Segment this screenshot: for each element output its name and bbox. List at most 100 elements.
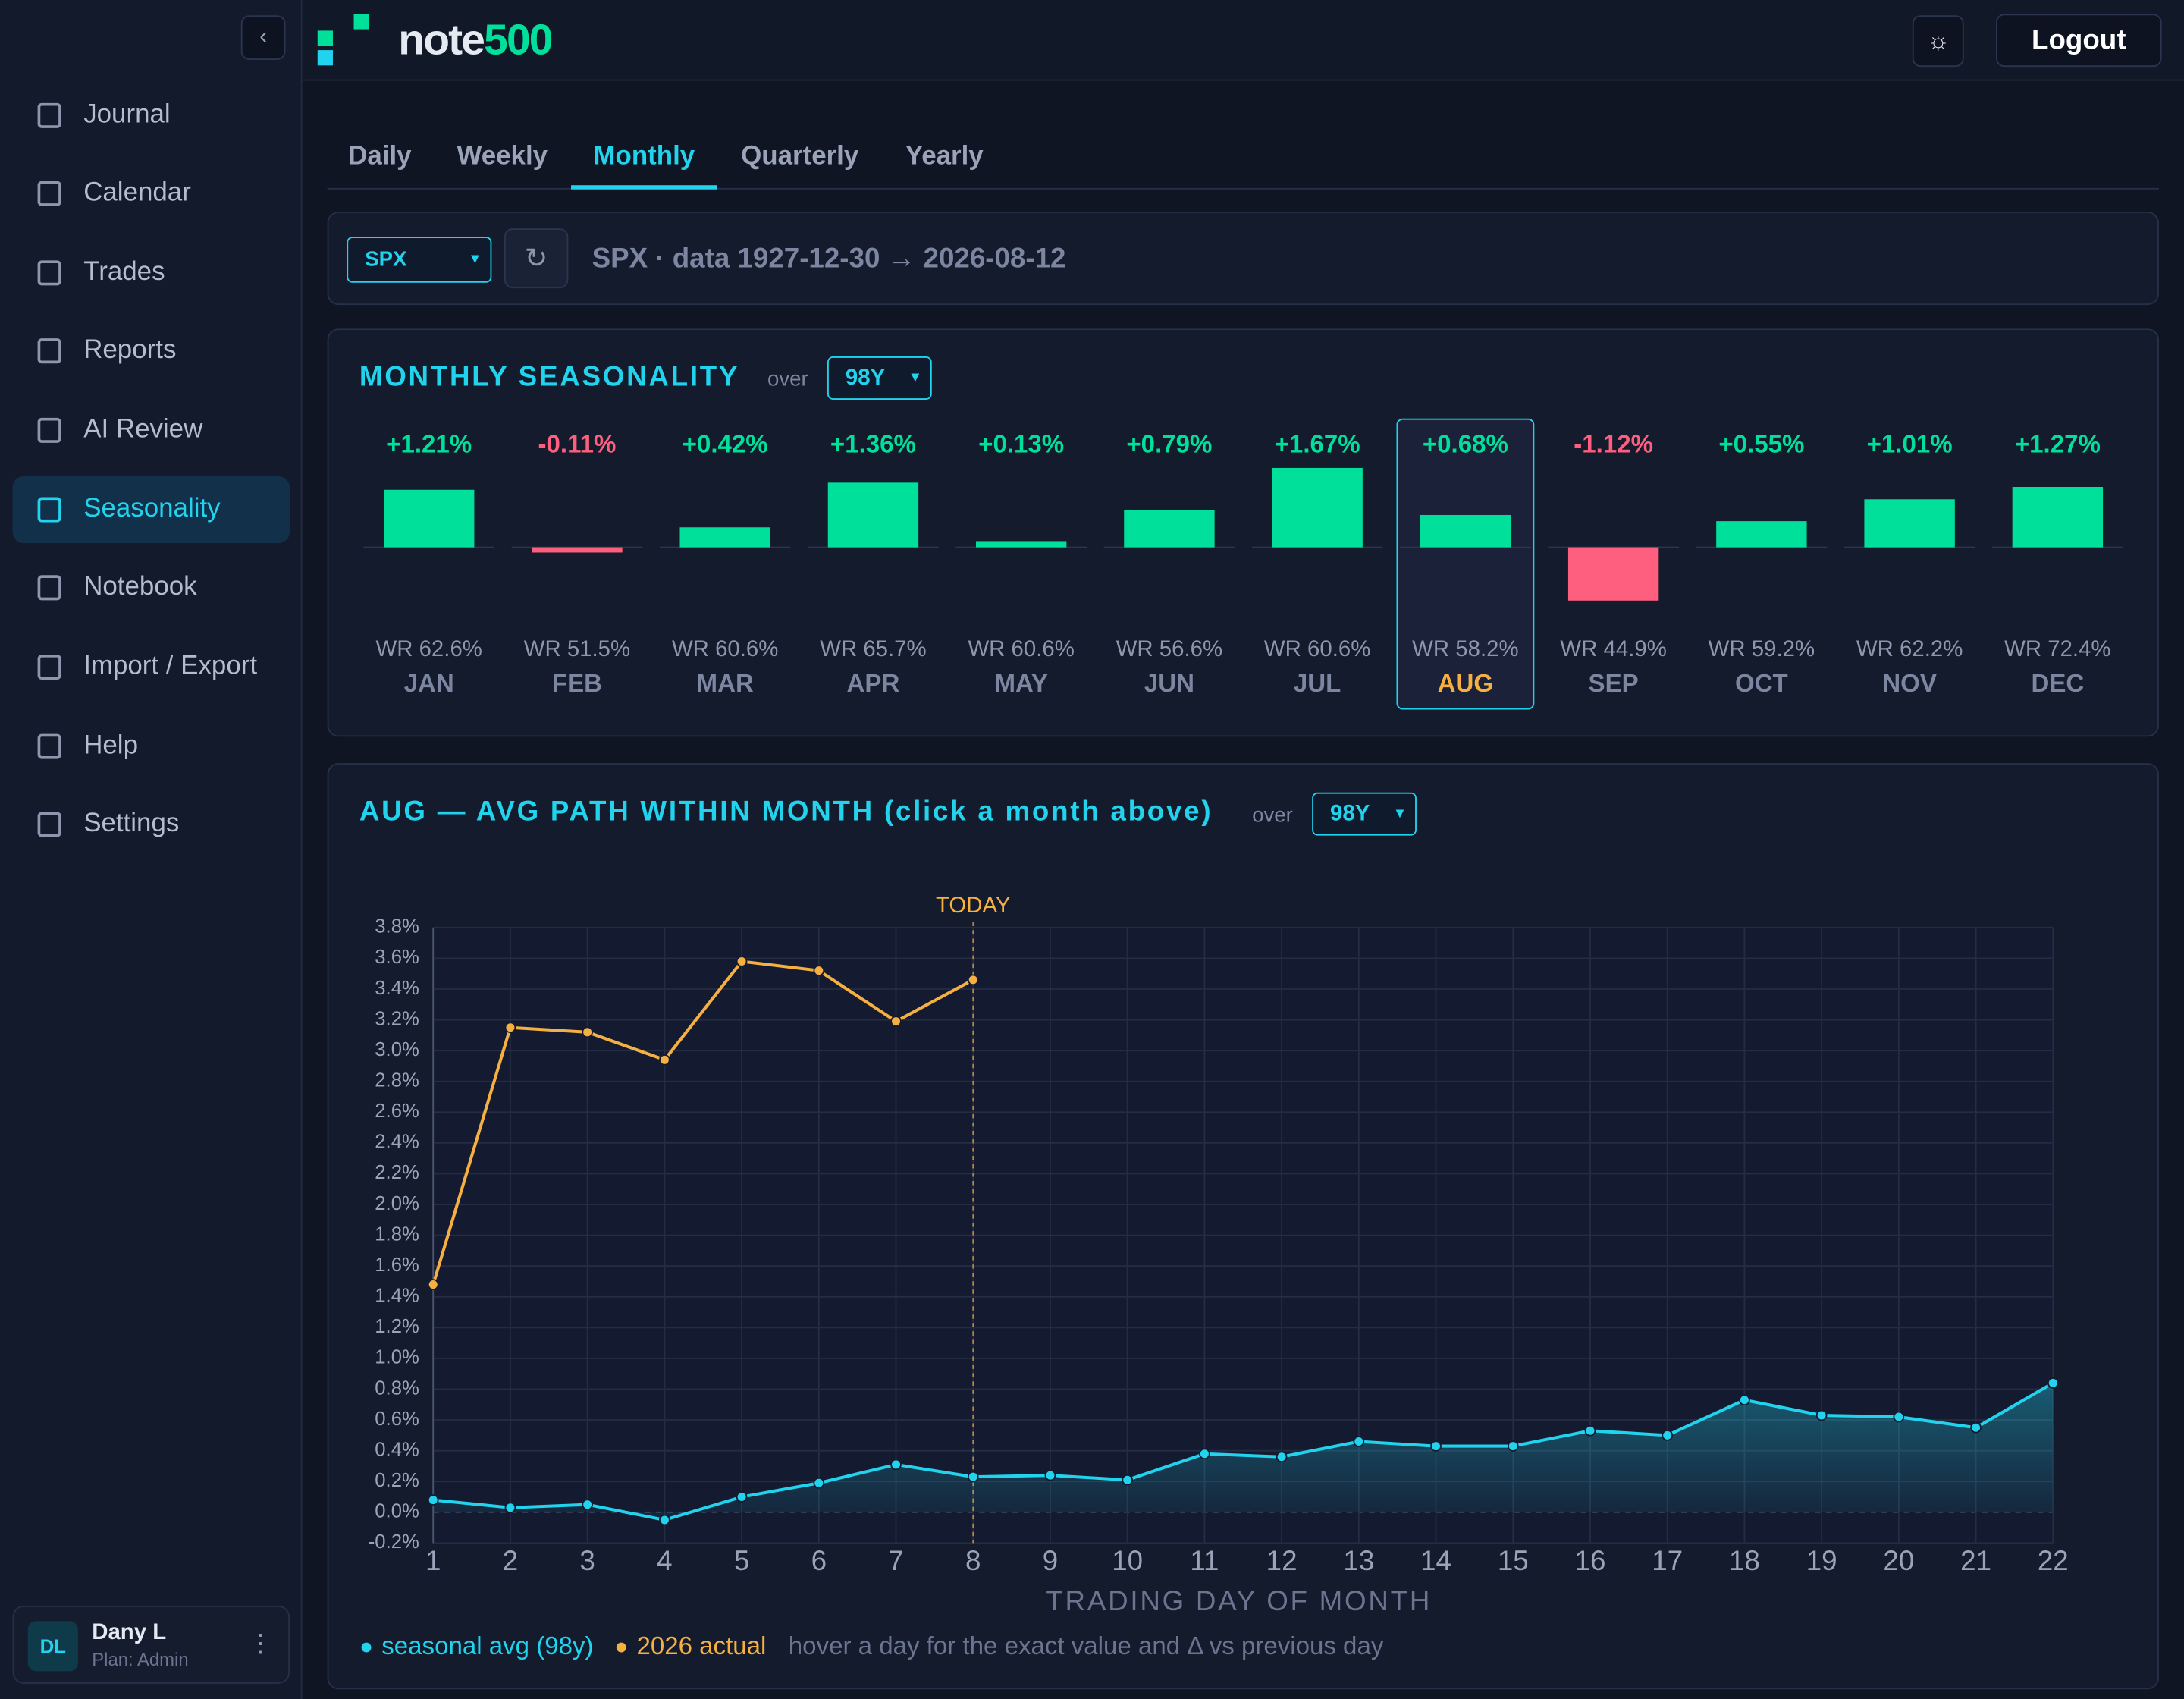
nav-item[interactable]: Settings [83, 809, 180, 839]
month-label: SEP [1589, 670, 1639, 698]
win-rate: WR 44.9% [1560, 636, 1666, 661]
x-tick-label: 8 [965, 1545, 981, 1576]
bar [384, 489, 475, 548]
month-label: MAY [994, 670, 1047, 698]
theme-button[interactable]: ☼ [1912, 15, 1964, 68]
nav-item[interactable]: Reports [83, 335, 177, 366]
nav-item[interactable]: Help [83, 730, 138, 761]
y-tick-label: 0.0% [375, 1501, 419, 1522]
bar [1716, 521, 1807, 548]
month-label: NOV [1882, 670, 1937, 698]
month-label: FEB [552, 670, 602, 698]
point [1584, 1424, 1596, 1437]
collapse-button[interactable]: ‹ [240, 15, 286, 60]
value-label: +0.13% [978, 430, 1064, 458]
x-tick-label: 17 [1652, 1545, 1683, 1576]
bar [1864, 499, 1955, 548]
nav-item[interactable]: Calendar [83, 178, 191, 208]
point [2047, 1377, 2059, 1389]
nav-icon [37, 575, 61, 601]
refresh-button[interactable]: ↻ [504, 228, 569, 289]
nav-icon [37, 102, 61, 128]
y-tick-label: 1.4% [375, 1286, 419, 1307]
bar [1420, 514, 1511, 548]
point [967, 1471, 979, 1483]
logo-block [317, 50, 333, 66]
y-tick-label: 3.0% [375, 1039, 419, 1060]
nav-item[interactable]: Import / Export [83, 652, 258, 681]
y-tick-label: 0.4% [375, 1439, 419, 1460]
point [1199, 1448, 1210, 1460]
value-label: +1.36% [830, 430, 916, 458]
logo: note500 [398, 15, 553, 65]
win-rate: WR 51.5% [524, 636, 630, 661]
today-label: TODAY [936, 893, 1011, 918]
bar [532, 547, 623, 553]
avatar: DL [27, 1621, 78, 1672]
y-tick-label: 3.6% [375, 947, 419, 968]
toolbar [327, 212, 2159, 306]
point [659, 1054, 670, 1066]
point [1815, 1409, 1828, 1421]
tab[interactable]: Weekly [457, 142, 548, 171]
bar [679, 527, 770, 548]
legend-dot [361, 1642, 372, 1653]
nav-item[interactable]: Notebook [83, 572, 197, 602]
month-label: MAR [697, 670, 754, 698]
value-label: +0.79% [1126, 430, 1212, 458]
point [1893, 1411, 1905, 1423]
menu-dots[interactable]: ⋮ [247, 1629, 273, 1657]
y-tick-label: 3.8% [375, 916, 419, 937]
value-label: +1.67% [1275, 430, 1360, 458]
x-tick-label: 5 [734, 1545, 749, 1576]
point [659, 1514, 670, 1526]
value-label: -1.12% [1574, 430, 1653, 458]
tab[interactable]: Monthly [593, 142, 695, 171]
symbol: SPX [365, 247, 407, 272]
logo-b: 500 [484, 15, 553, 64]
tab[interactable]: Yearly [905, 142, 984, 171]
point [967, 974, 979, 986]
user-card[interactable]: DL Dany L Plan: Admin ⋮ [12, 1606, 290, 1684]
x-tick-label: 18 [1729, 1545, 1760, 1576]
point [813, 1477, 825, 1489]
period-select[interactable]: 98Y ▼ [827, 356, 932, 400]
nav-item[interactable]: Trades [83, 257, 165, 287]
y-tick-label: -0.2% [369, 1531, 419, 1553]
x-tick-label: 15 [1498, 1545, 1529, 1576]
nav-item[interactable]: AI Review [83, 415, 203, 444]
point [1122, 1474, 1134, 1486]
period: 98Y [845, 365, 886, 390]
point [890, 1459, 902, 1471]
point [1507, 1440, 1519, 1452]
point [582, 1026, 593, 1038]
x-tick-label: 13 [1343, 1545, 1374, 1576]
nav-item[interactable]: Seasonality [83, 494, 221, 524]
win-rate: WR 59.2% [1709, 636, 1815, 661]
month-label: OCT [1735, 670, 1788, 698]
legend-dot [616, 1642, 626, 1653]
month-label: AUG [1438, 670, 1493, 698]
period: 98Y [1330, 801, 1370, 825]
y-tick-label: 2.2% [375, 1162, 419, 1183]
logo-block [317, 30, 333, 46]
period-select[interactable]: 98Y ▼ [1312, 792, 1417, 836]
user-plan: Plan: Admin [92, 1648, 189, 1670]
nav-icon [37, 733, 61, 759]
logo-a: note [398, 15, 485, 64]
line [433, 1381, 2054, 1522]
y-tick-label: 3.4% [375, 978, 419, 999]
x-tick-label: 4 [657, 1545, 672, 1576]
win-rate: WR 62.2% [1856, 636, 1963, 661]
nav-icon [37, 654, 61, 680]
tab[interactable]: Daily [348, 142, 412, 171]
tab[interactable]: Quarterly [741, 142, 859, 171]
value-label: +0.42% [682, 430, 768, 458]
symbol-select[interactable]: SPX ▼ [347, 237, 492, 283]
y-tick-label: 1.6% [375, 1255, 419, 1276]
x-tick-label: 20 [1883, 1545, 1914, 1576]
nav-item[interactable]: Journal [83, 100, 171, 130]
point [582, 1499, 593, 1511]
logout-button[interactable]: Logout [1995, 14, 2162, 68]
